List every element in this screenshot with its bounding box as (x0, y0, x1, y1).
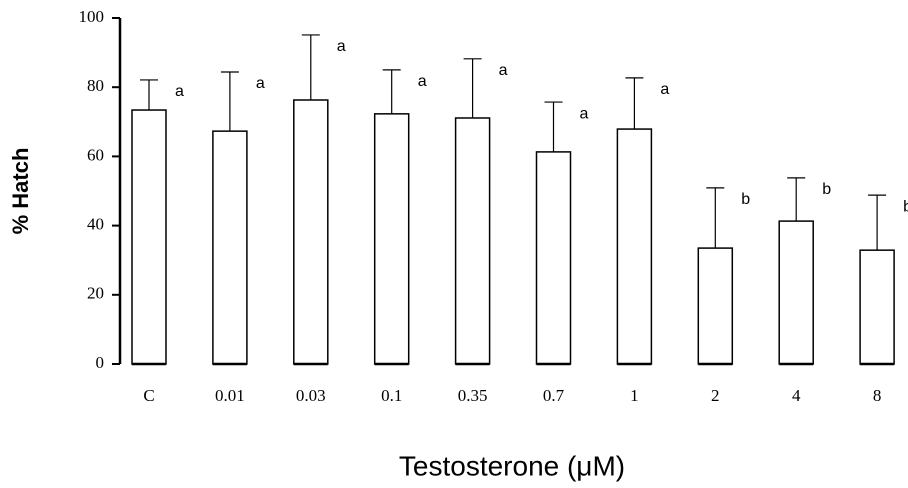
y-tick-label: 100 (79, 7, 105, 26)
x-tick-label: 0.03 (296, 386, 326, 405)
significance-letter: a (256, 75, 265, 92)
significance-letter: a (499, 62, 508, 79)
bar (616, 128, 653, 365)
x-tick-label: 2 (711, 386, 720, 405)
x-tick-label: 0.35 (458, 386, 488, 405)
bar (131, 109, 167, 365)
x-tick-label: 0.1 (381, 386, 402, 405)
significance-letter: a (660, 81, 669, 98)
significance-letter: a (175, 83, 184, 100)
significance-letter: b (741, 191, 750, 208)
significance-letter: a (418, 73, 427, 90)
significance-letter: b (903, 198, 908, 215)
x-tick-label: 0.7 (543, 386, 565, 405)
y-tick-label: 80 (87, 76, 104, 95)
bar (535, 151, 572, 365)
bar (454, 117, 491, 365)
bar (859, 249, 895, 365)
significance-letter: a (337, 38, 346, 55)
y-tick-label: 40 (87, 215, 104, 234)
bar (778, 220, 814, 365)
bar (697, 247, 734, 365)
bar (373, 113, 410, 365)
y-tick-label: 0 (96, 353, 105, 372)
y-axis-label: % Hatch (8, 148, 33, 235)
y-tick-label: 20 (87, 284, 104, 303)
bar (293, 99, 329, 365)
significance-letter: a (580, 105, 589, 122)
x-tick-label: 4 (792, 386, 801, 405)
x-tick-label: C (143, 386, 154, 405)
x-axis-label: Testosterone (μM) (399, 450, 625, 481)
bar (212, 130, 248, 365)
x-tick-label: 8 (873, 386, 882, 405)
x-tick-label: 0.01 (215, 386, 245, 405)
y-tick-label: 60 (87, 145, 104, 164)
x-tick-label: 1 (630, 386, 639, 405)
significance-letter: b (822, 181, 831, 198)
